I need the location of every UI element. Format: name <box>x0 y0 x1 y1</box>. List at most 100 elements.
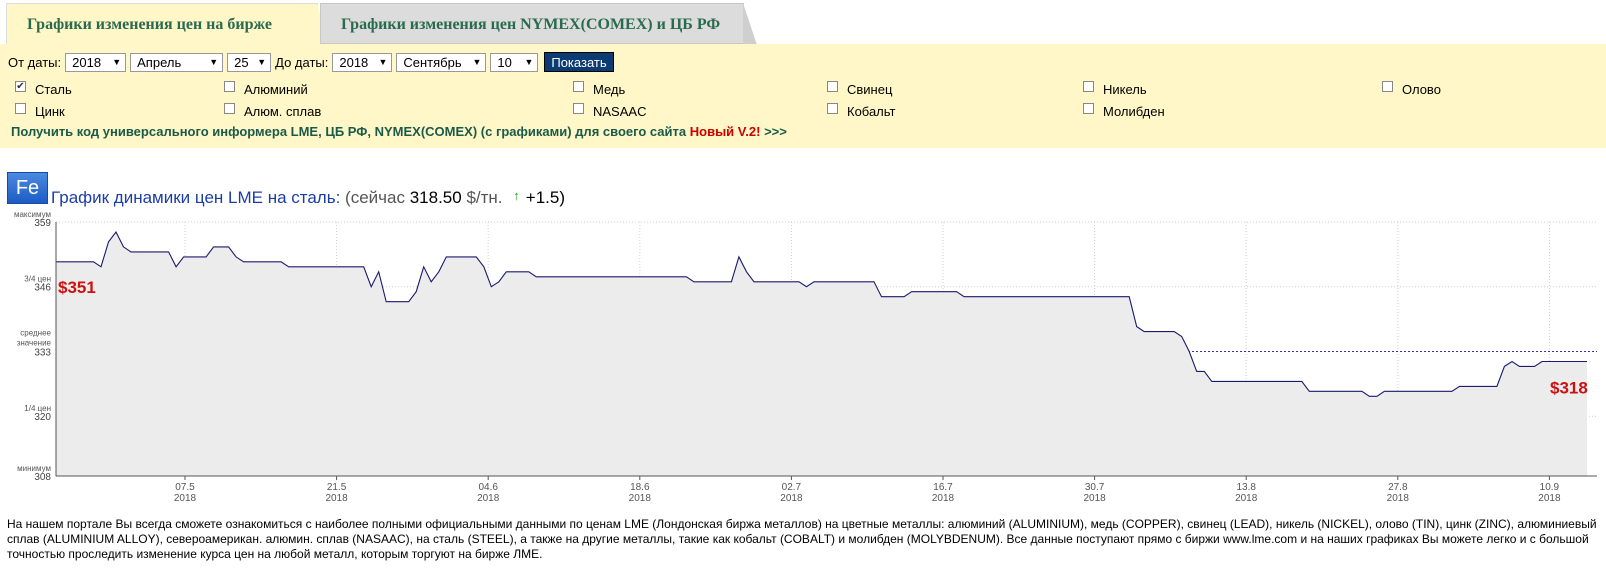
filter-panel: От даты: 2018 ▼ Апрель ▼ 25 ▼ До даты: 2018… <box>0 44 1606 148</box>
y-level-label: среднее <box>20 328 51 337</box>
from-day-value: 25 <box>234 54 249 70</box>
x-tick-label-year: 2018 <box>780 493 803 504</box>
checkbox-label: Сталь <box>35 82 72 97</box>
tab-lme[interactable]: Графики изменения цен на бирже LME <box>6 3 329 74</box>
to-month-select[interactable]: Сентябрь ▼ <box>396 52 487 72</box>
checkbox-label: Олово <box>1402 82 1441 97</box>
checkbox-icon[interactable] <box>1083 81 1094 92</box>
arrow-up-icon: ↑ <box>513 188 520 203</box>
x-tick-label-day: 10.9 <box>1540 482 1560 493</box>
checkbox-icon[interactable] <box>1382 81 1393 92</box>
checkbox-nickel[interactable]: Никель <box>1083 81 1147 97</box>
x-tick-label-year: 2018 <box>629 493 652 504</box>
x-tick-label-year: 2018 <box>174 493 197 504</box>
y-tick-label: 359 <box>34 218 51 229</box>
show-button[interactable]: Показать <box>544 52 614 72</box>
checkbox-label: Никель <box>1103 82 1147 97</box>
checkbox-icon[interactable] <box>827 81 838 92</box>
checkbox-steel[interactable]: ✔ Сталь <box>15 81 72 97</box>
checkbox-cobalt[interactable]: Кобальт <box>827 103 896 119</box>
price-change: +1.5) <box>525 188 565 207</box>
chevron-down-icon: ▼ <box>524 57 534 67</box>
x-tick-label-year: 2018 <box>1538 493 1561 504</box>
x-tick-label-day: 04.6 <box>478 482 498 493</box>
from-date-label: От даты: <box>8 54 62 70</box>
checkbox-label: Алюминий <box>244 82 308 97</box>
checkbox-aluminium[interactable]: Алюминий <box>224 81 308 97</box>
y-tick-label: 320 <box>34 412 51 423</box>
date-range-row: От даты: 2018 ▼ Апрель ▼ 25 ▼ До даты: 2018… <box>8 51 614 73</box>
checkbox-icon[interactable] <box>1083 103 1094 114</box>
checkbox-icon[interactable] <box>224 81 235 92</box>
y-level-label: значение <box>17 338 52 347</box>
y-level-label: 1/4 цен <box>24 404 51 413</box>
to-year-select[interactable]: 2018 ▼ <box>332 52 393 72</box>
chevron-down-icon: ▼ <box>257 57 267 67</box>
to-day-select[interactable]: 10 ▼ <box>490 52 539 72</box>
chevron-down-icon: ▼ <box>112 57 122 67</box>
checkbox-alum-alloy[interactable]: Алюм. сплав <box>224 103 322 119</box>
checkbox-lead[interactable]: Свинец <box>827 81 893 97</box>
from-month-select[interactable]: Апрель ▼ <box>130 52 224 72</box>
current-price-value: 318.50 <box>409 188 462 207</box>
x-tick-label-day: 13.8 <box>1236 482 1256 493</box>
x-tick-label-day: 16.7 <box>933 482 953 493</box>
y-level-label: 3/4 цен <box>24 275 51 284</box>
x-tick-label-year: 2018 <box>932 493 955 504</box>
x-tick-label-day: 27.8 <box>1388 482 1408 493</box>
portal-description: На нашем портале Вы всегда сможете ознак… <box>7 517 1597 561</box>
y-level-label: максимум <box>14 210 51 219</box>
checkbox-icon[interactable] <box>573 81 584 92</box>
checkbox-copper[interactable]: Медь <box>573 81 626 97</box>
checkbox-label: NASAAC <box>593 104 647 119</box>
checkbox-icon[interactable] <box>224 103 235 114</box>
checkbox-checked-icon[interactable]: ✔ <box>15 81 26 92</box>
current-price-prefix: (сейчас <box>345 188 405 207</box>
from-year-value: 2018 <box>72 54 102 70</box>
promo-arrows: >>> <box>764 124 787 139</box>
checkbox-label: Алюм. сплав <box>244 104 322 119</box>
y-tick-label: 346 <box>34 283 51 294</box>
start-price-label: $351 <box>58 278 96 297</box>
price-unit: $/тн. <box>466 188 503 207</box>
checkbox-tin[interactable]: Олово <box>1382 81 1441 97</box>
y-tick-label: 308 <box>34 472 51 483</box>
x-tick-label-day: 18.6 <box>630 482 650 493</box>
checkbox-molybdenum[interactable]: Молибден <box>1083 103 1165 119</box>
end-price-label: $318 <box>1550 378 1588 397</box>
checkbox-label: Молибден <box>1103 104 1165 119</box>
series-area <box>56 232 1587 476</box>
promo-text: Получить код универсального информера LM… <box>11 124 687 139</box>
x-tick-label-day: 07.5 <box>175 482 195 493</box>
series-line <box>56 230 1587 397</box>
to-month-value: Сентябрь <box>403 54 462 70</box>
checkbox-nasaac[interactable]: NASAAC <box>573 103 647 119</box>
x-tick-label-year: 2018 <box>477 493 500 504</box>
to-date-label: До даты: <box>275 54 329 70</box>
checkbox-label: Медь <box>593 82 626 97</box>
to-day-value: 10 <box>497 54 512 70</box>
checkbox-icon[interactable] <box>827 103 838 114</box>
x-tick-label-year: 2018 <box>1387 493 1410 504</box>
checkbox-icon[interactable] <box>15 103 26 114</box>
x-tick-label-year: 2018 <box>1235 493 1258 504</box>
checkbox-label: Кобальт <box>847 104 896 119</box>
x-tick-label-day: 02.7 <box>782 482 802 493</box>
from-year-select[interactable]: 2018 ▼ <box>65 52 127 72</box>
from-day-select[interactable]: 25 ▼ <box>227 52 272 72</box>
chevron-down-icon: ▼ <box>378 57 388 67</box>
x-tick-label-day: 30.7 <box>1085 482 1105 493</box>
checkbox-label: Свинец <box>847 82 893 97</box>
from-month-value: Апрель <box>137 54 182 70</box>
tab-nymex-cbrf[interactable]: Графики изменения цен NYMEX(COMEX) и ЦБ … <box>320 3 757 45</box>
checkbox-icon[interactable] <box>573 103 584 114</box>
fe-element-icon: Fe <box>7 172 48 204</box>
chart-title: График динамики цен LME на сталь: (сейча… <box>51 188 565 208</box>
y-level-label: минимум <box>17 464 51 473</box>
to-year-value: 2018 <box>339 54 369 70</box>
informer-promo-link[interactable]: Получить код универсального информера LM… <box>11 124 787 139</box>
tab-bar: Графики изменения цен на бирже LME Графи… <box>0 0 1606 74</box>
checkbox-zinc[interactable]: Цинк <box>15 103 65 119</box>
chart-title-text: График динамики цен LME на сталь: <box>51 188 341 207</box>
